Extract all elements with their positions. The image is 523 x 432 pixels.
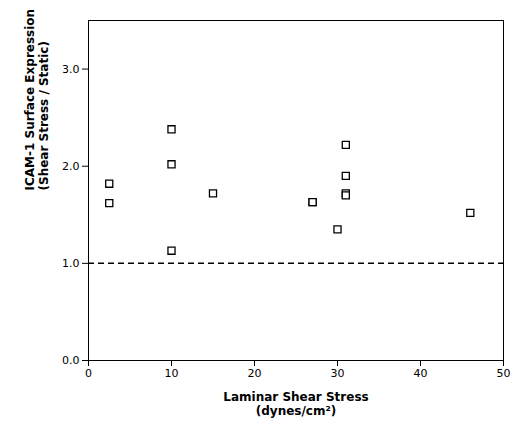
svg-text:20: 20 xyxy=(248,367,262,380)
svg-text:1.0: 1.0 xyxy=(62,257,80,270)
svg-text:0: 0 xyxy=(85,367,92,380)
svg-text:2.0: 2.0 xyxy=(62,160,80,173)
svg-text:ICAM-1 Surface Expression(Shea: ICAM-1 Surface Expression(Shear Stress /… xyxy=(23,9,51,191)
svg-text:10: 10 xyxy=(165,367,179,380)
svg-text:Laminar Shear Stress(dynes/cm²: Laminar Shear Stress(dynes/cm²) xyxy=(223,390,368,418)
svg-text:0.0: 0.0 xyxy=(62,354,80,367)
svg-text:50: 50 xyxy=(497,367,511,380)
svg-text:40: 40 xyxy=(414,367,428,380)
svg-text:3.0: 3.0 xyxy=(62,63,80,76)
svg-text:30: 30 xyxy=(331,367,345,380)
